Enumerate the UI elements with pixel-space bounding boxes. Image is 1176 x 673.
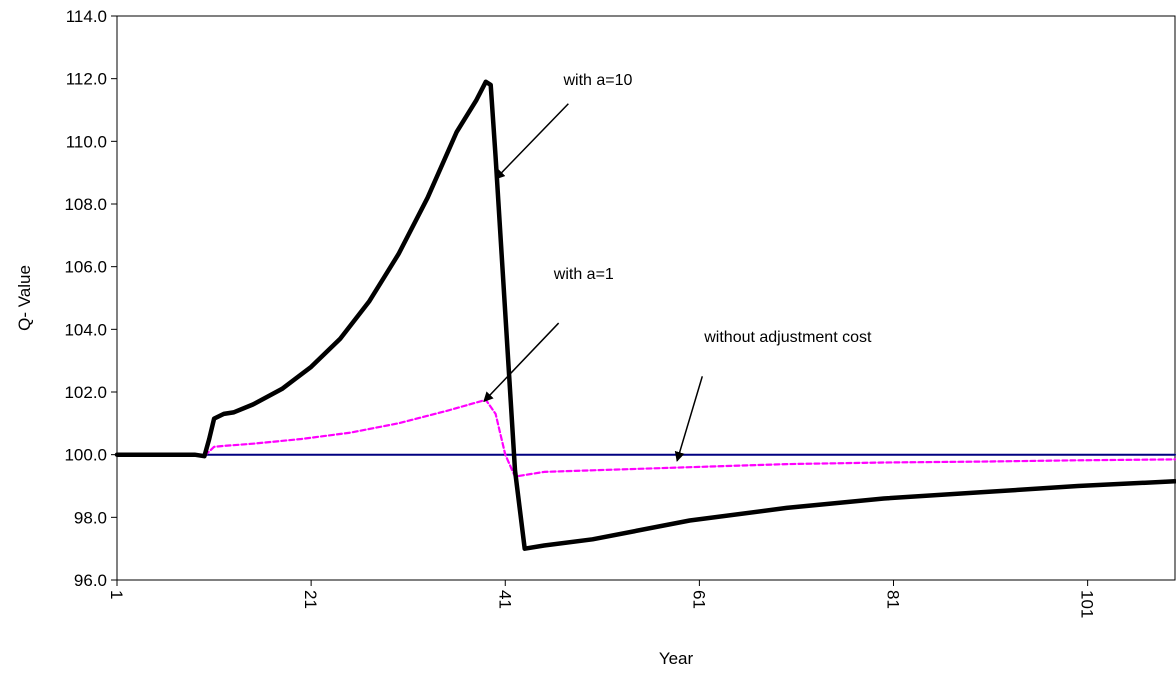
y-tick-label: 100.0 — [64, 446, 107, 465]
plot-area — [116, 15, 1176, 581]
annotation-layer: with a=10 with a=1 without adjustment cost — [483, 72, 872, 462]
y-tick-label: 108.0 — [64, 195, 107, 214]
x-axis: 1 21 41 61 81 101 — [107, 580, 1097, 618]
x-tick-label: 61 — [689, 590, 708, 609]
annotation-a1-label: with a=1 — [553, 266, 614, 283]
y-tick-label: 110.0 — [66, 132, 107, 151]
annotation-a10-label: with a=10 — [562, 72, 632, 89]
y-tick-label: 104.0 — [64, 320, 107, 339]
annotation-no-adjustment-cost-label: without adjustment cost — [703, 329, 872, 346]
series-line-a10 — [114, 79, 1176, 551]
y-tick-label: 112.0 — [66, 70, 107, 89]
series-layer — [114, 79, 1176, 551]
y-tick-label: 114.0 — [66, 7, 107, 26]
annotation-a10-arrow — [494, 103, 569, 180]
x-tick-label: 81 — [884, 590, 903, 609]
x-tick-label: 41 — [495, 590, 514, 609]
y-tick-label: 98.0 — [74, 508, 107, 527]
x-tick-label: 21 — [301, 590, 320, 609]
x-axis-title: Year — [659, 649, 694, 668]
x-tick-label: 1 — [107, 590, 126, 599]
y-tick-label: 96.0 — [74, 571, 107, 590]
y-axis-title: Q- Value — [15, 265, 34, 331]
x-tick-label: 101 — [1078, 590, 1097, 618]
y-axis: 96.0 98.0 100.0 102.0 104.0 106.0 108.0 110.0 11… — [64, 7, 117, 590]
y-tick-label: 106.0 — [64, 258, 107, 277]
annotation-no-adjustment-cost-arrow — [674, 376, 704, 462]
y-tick-label: 102.0 — [64, 383, 107, 402]
series-line-a1 — [115, 398, 1176, 478]
annotation-a1-arrow — [483, 322, 560, 403]
